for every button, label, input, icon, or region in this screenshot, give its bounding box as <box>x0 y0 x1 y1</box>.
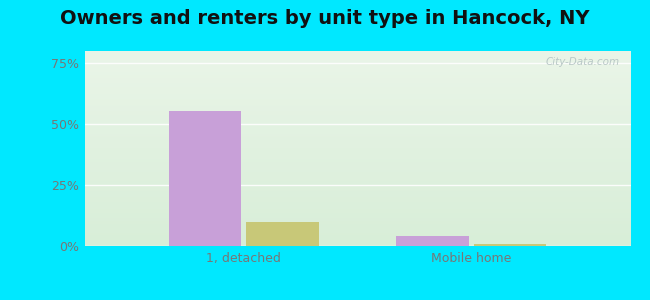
Text: City-Data.com: City-Data.com <box>545 57 619 67</box>
Text: Owners and renters by unit type in Hancock, NY: Owners and renters by unit type in Hanco… <box>60 9 590 28</box>
Bar <box>396 236 469 246</box>
Bar <box>473 244 546 246</box>
Bar <box>246 222 318 246</box>
Bar <box>169 111 242 246</box>
